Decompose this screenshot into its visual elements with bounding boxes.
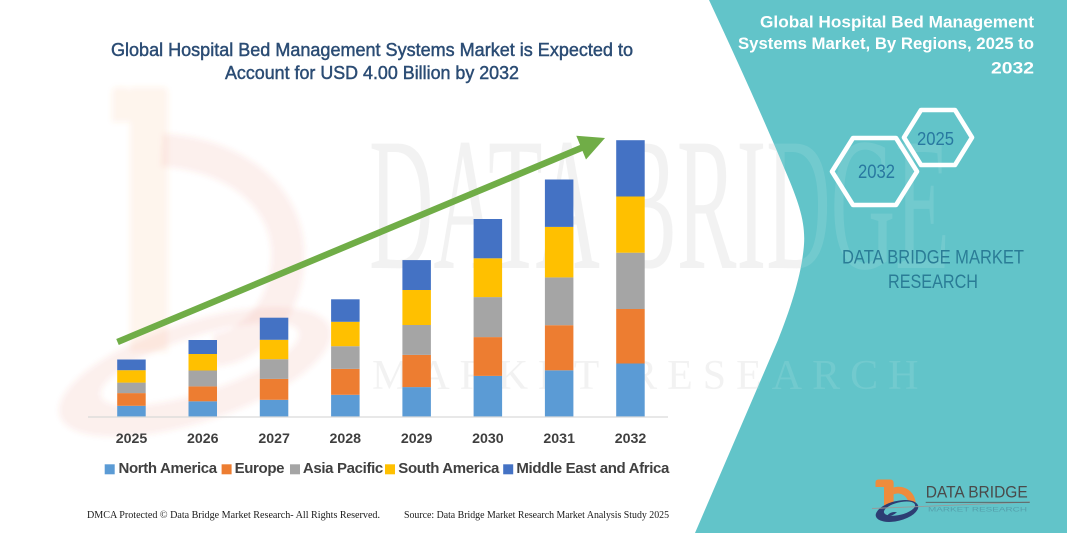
svg-text:2030: 2030: [472, 431, 504, 447]
svg-text:2032: 2032: [991, 60, 1034, 78]
svg-text:2032: 2032: [615, 431, 647, 447]
svg-text:Europe: Europe: [235, 460, 285, 477]
svg-text:Asia Pacific: Asia Pacific: [303, 460, 383, 477]
svg-text:2029: 2029: [401, 431, 433, 447]
svg-text:2027: 2027: [258, 431, 290, 447]
svg-text:Global Hospital Bed Management: Global Hospital Bed Management Systems M…: [111, 40, 633, 60]
svg-text:North America: North America: [119, 460, 218, 477]
svg-text:2026: 2026: [187, 431, 219, 447]
svg-text:MARKET RESEARCH: MARKET RESEARCH: [928, 508, 1027, 514]
svg-text:DATA BRIDGE MARKET: DATA BRIDGE MARKET: [842, 247, 1024, 269]
svg-text:2025: 2025: [116, 431, 148, 447]
svg-text:DATA BRIDGE: DATA BRIDGE: [926, 483, 1028, 502]
svg-text:Account for USD 4.00 Billion b: Account for USD 4.00 Billion by 2032: [225, 63, 519, 83]
svg-text:Middle East and Africa: Middle East and Africa: [516, 460, 670, 477]
svg-text:2025: 2025: [917, 128, 954, 149]
svg-text:Systems Market, By Regions, 20: Systems Market, By Regions, 2025 to: [738, 35, 1034, 53]
svg-text:2032: 2032: [858, 162, 895, 183]
svg-text:DMCA Protected © Data Bridge M: DMCA Protected © Data Bridge Market Rese…: [87, 510, 380, 521]
svg-text:2028: 2028: [330, 431, 362, 447]
svg-text:Global Hospital Bed Management: Global Hospital Bed Management: [760, 14, 1035, 32]
svg-text:RESEARCH: RESEARCH: [888, 271, 978, 293]
svg-text:2031: 2031: [543, 431, 575, 447]
svg-text:Source: Data Bridge Market Res: Source: Data Bridge Market Research Mark…: [404, 510, 669, 521]
svg-text:South America: South America: [398, 460, 500, 477]
